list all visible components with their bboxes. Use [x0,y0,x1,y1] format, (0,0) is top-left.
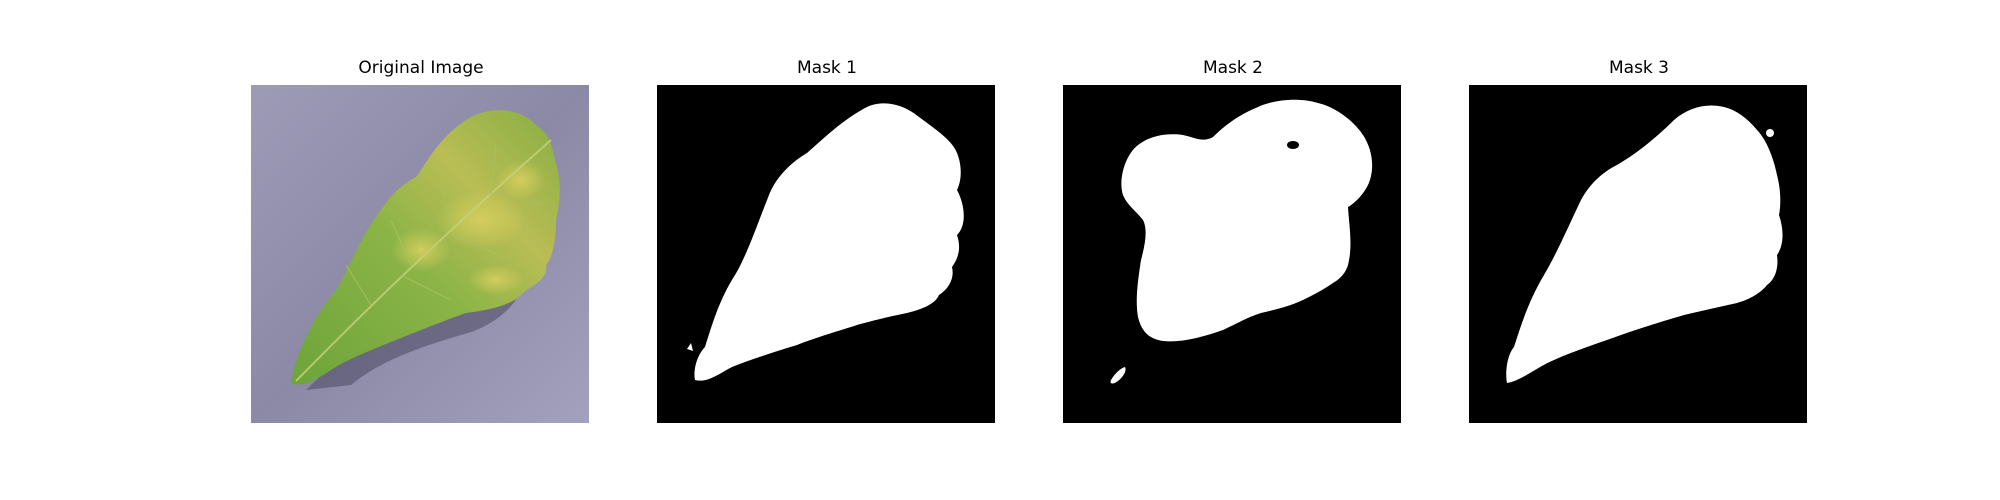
mask-1-image [657,85,995,423]
mask-1-panel: Mask 1 [657,57,997,423]
panel-title: Mask 2 [1063,57,1403,79]
original-image-panel: Original Image [251,57,591,423]
mask-2-image [1063,85,1401,423]
panel-title: Original Image [251,57,591,79]
original-leaf-image [251,85,589,423]
panel-title: Mask 1 [657,57,997,79]
mask-3-panel: Mask 3 [1469,57,1809,423]
panel-title: Mask 3 [1469,57,1809,79]
mask-3-image [1469,85,1807,423]
mask-2-panel: Mask 2 [1063,57,1403,423]
